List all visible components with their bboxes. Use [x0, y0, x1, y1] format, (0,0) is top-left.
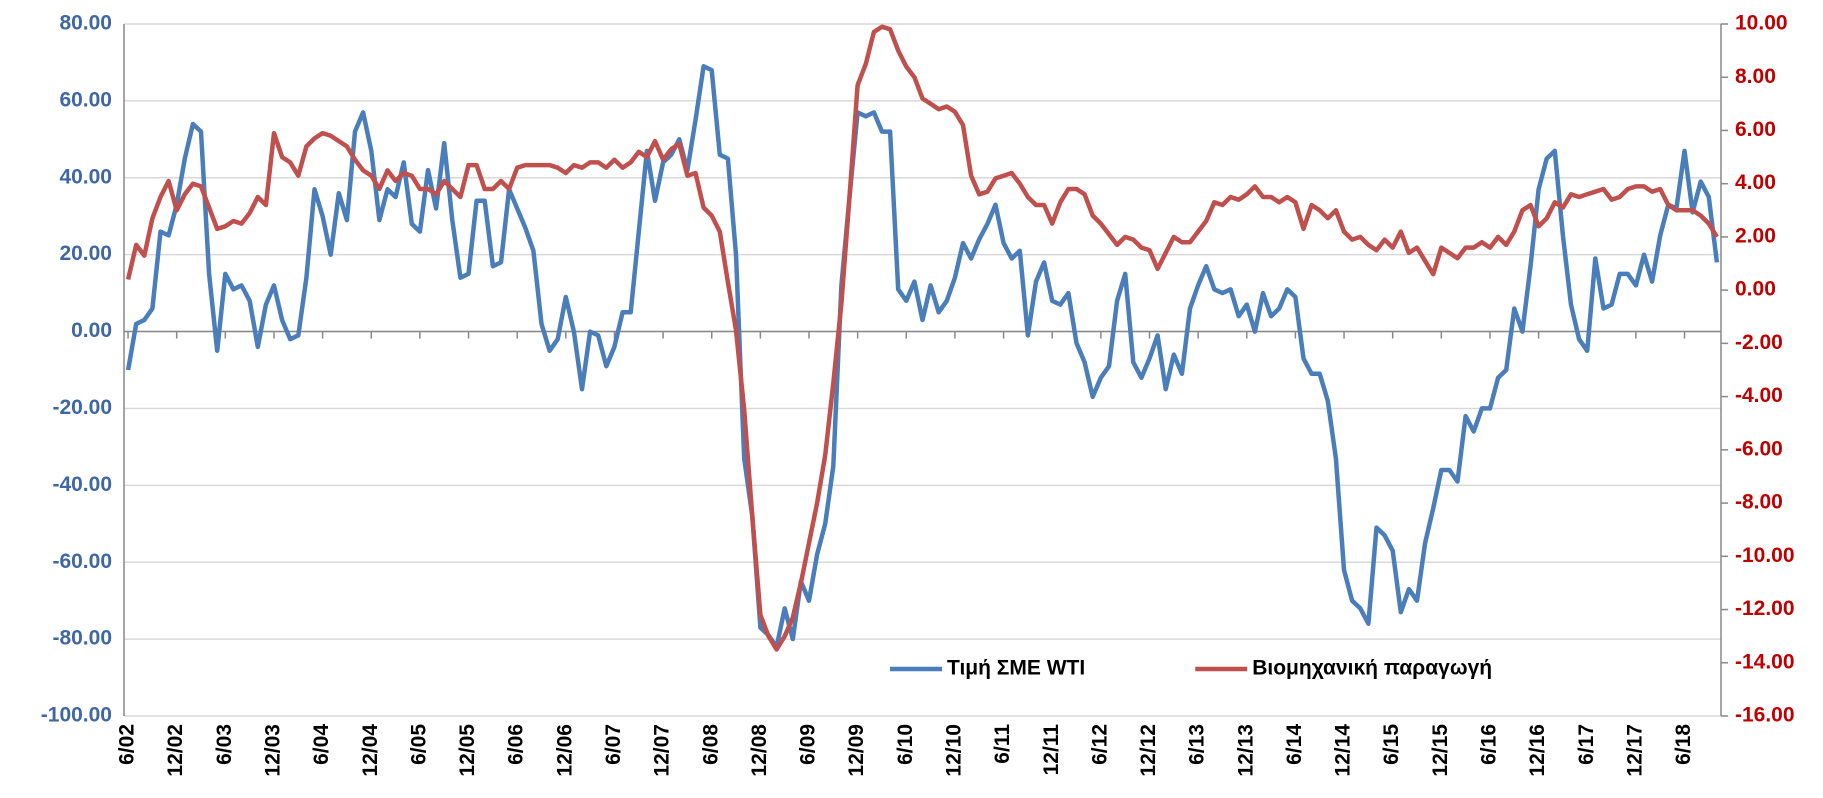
y2-tick-label: -2.00: [1735, 331, 1783, 354]
x-tick-label: 6/07: [602, 724, 625, 765]
y-tick-label: -60.00: [52, 550, 112, 573]
legend-label: Βιομηχανική παραγωγή: [1252, 657, 1492, 680]
x-tick-label: 6/06: [505, 724, 528, 765]
series-line: [125, 24, 1719, 652]
y2-tick-label: -16.00: [1735, 704, 1795, 727]
legend-label: Τιμή ΣΜΕ WTI: [947, 657, 1085, 680]
y-tick-label: 0.00: [71, 319, 112, 342]
y2-tick-label: 8.00: [1735, 65, 1776, 88]
x-tick-label: 6/05: [407, 724, 430, 765]
x-tick-label: 12/05: [456, 724, 479, 777]
x-tick-label: 12/09: [845, 724, 868, 777]
x-tick-label: 12/10: [942, 724, 965, 777]
x-tick-label: 6/10: [894, 724, 917, 765]
y2-tick-label: 4.00: [1735, 171, 1776, 194]
y-tick-label: -40.00: [52, 473, 112, 496]
x-tick-label: 6/12: [1088, 724, 1111, 765]
y2-tick-label: 10.00: [1735, 12, 1788, 35]
y2-tick-label: -14.00: [1735, 650, 1795, 673]
x-tick-label: 12/13: [1234, 724, 1257, 777]
y2-tick-label: -10.00: [1735, 544, 1795, 567]
x-tick-label: 12/12: [1137, 724, 1160, 777]
x-tick-label: 6/02: [116, 724, 139, 765]
y-tick-label: -100.00: [41, 704, 112, 727]
y-tick-label: 20.00: [59, 242, 112, 265]
y2-tick-label: -6.00: [1735, 437, 1783, 460]
x-tick-label: 6/16: [1478, 724, 1501, 765]
x-tick-label: 6/03: [213, 724, 236, 765]
x-tick-label: 6/18: [1672, 724, 1695, 765]
x-tick-label: 12/04: [359, 724, 382, 777]
y-tick-label: 40.00: [59, 165, 112, 188]
y-tick-label: 80.00: [59, 12, 112, 35]
x-tick-label: 12/08: [748, 724, 771, 777]
x-tick-label: 12/02: [164, 724, 187, 777]
x-tick-label: 12/14: [1332, 724, 1355, 777]
x-tick-label: 6/15: [1380, 724, 1403, 765]
x-tick-label: 12/07: [651, 724, 674, 777]
y2-tick-label: -12.00: [1735, 597, 1795, 620]
y-tick-label: -80.00: [52, 627, 112, 650]
x-tick-label: 6/08: [699, 724, 722, 765]
y2-tick-label: 0.00: [1735, 278, 1776, 301]
x-tick-label: 12/16: [1526, 724, 1549, 777]
y2-tick-label: -8.00: [1735, 491, 1783, 514]
y-tick-label: 60.00: [59, 88, 112, 111]
y-tick-label: -20.00: [52, 396, 112, 419]
x-tick-label: 12/15: [1429, 724, 1452, 777]
x-tick-label: 6/11: [991, 724, 1014, 764]
x-tick-label: 6/13: [1186, 724, 1209, 765]
x-tick-label: 6/09: [797, 724, 820, 765]
x-tick-label: 6/04: [310, 724, 333, 765]
y2-tick-label: -4.00: [1735, 384, 1783, 407]
x-tick-label: 6/17: [1575, 724, 1598, 765]
x-tick-label: 12/06: [553, 724, 576, 777]
x-tick-label: 12/17: [1623, 724, 1646, 777]
x-tick-label: 12/03: [262, 724, 285, 777]
series-line: [125, 64, 1720, 650]
x-tick-label: 6/14: [1283, 724, 1306, 765]
y2-tick-label: 2.00: [1735, 224, 1776, 247]
x-tick-label: 12/11: [1040, 724, 1063, 776]
y2-tick-label: 6.00: [1735, 118, 1776, 141]
